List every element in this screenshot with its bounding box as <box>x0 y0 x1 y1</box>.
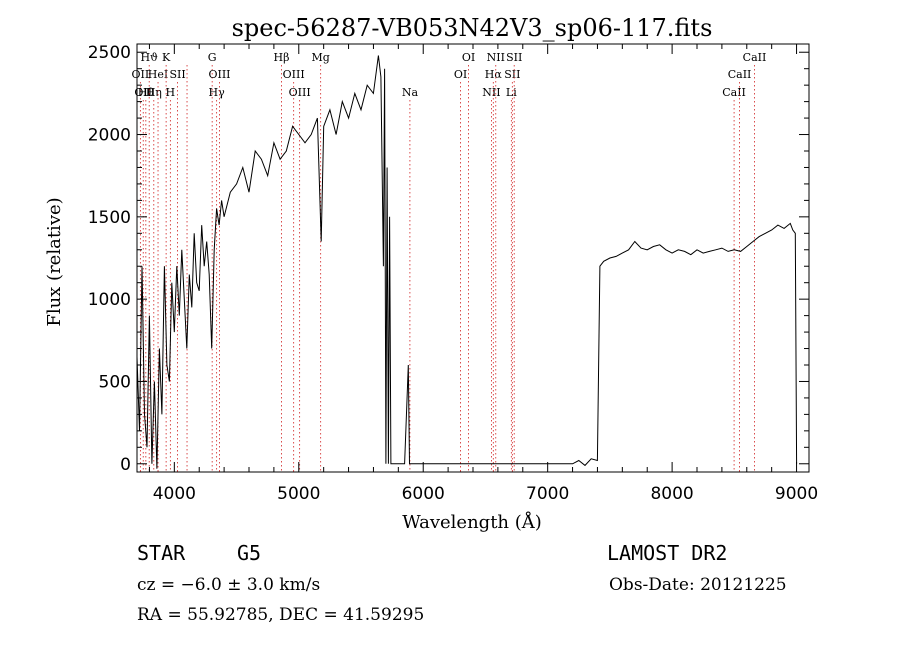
spectral-line-label: Hθ <box>138 86 155 99</box>
spectral-line-markers: OIIOIIHθHϑHηHeIKHSIIGHγOIIIHβOIIIOIIIMgN… <box>132 51 767 472</box>
x-tick-label: 7000 <box>526 484 569 504</box>
spectral-line-label: OIII <box>283 68 305 81</box>
spectral-line-label: G <box>208 51 217 64</box>
spectral-line-label: Na <box>402 86 419 99</box>
spectral-line-label: CaII <box>728 68 752 81</box>
spectral-line-label: SII <box>506 51 522 64</box>
y-tick-label: 2000 <box>88 126 131 146</box>
spectral-line-label: CaII <box>743 51 767 64</box>
observation-date: Obs-Date: 20121225 <box>609 575 787 595</box>
spectral-line-label: NII <box>487 51 505 64</box>
redshift-text: cz = −6.0 ± 3.0 km/s <box>137 575 320 595</box>
spectral-line-label: OII <box>132 68 150 81</box>
spectral-line-label: SII <box>504 68 520 81</box>
spectral-line-label: OIII <box>289 86 311 99</box>
x-axis-label: Wavelength (Å) <box>402 511 542 533</box>
spectral-line-label: Hα <box>485 68 503 81</box>
survey-name: LAMOST DR2 <box>607 541 727 565</box>
spectral-line-label: K <box>162 51 171 64</box>
spectral-line-label: OIII <box>208 68 230 81</box>
x-tick-label: 6000 <box>402 484 445 504</box>
spectral-line-label: Hβ <box>274 51 290 64</box>
y-axis: 0 500 1000 1500 2000 2500 <box>88 43 809 475</box>
coordinates-text: RA = 55.92785, DEC = 41.59295 <box>137 605 424 625</box>
spectral-line-label: Hϑ <box>140 51 158 64</box>
y-tick-label: 1000 <box>88 290 131 310</box>
spectral-line-label: HeI <box>148 68 168 81</box>
plot-frame <box>136 43 810 473</box>
spectral-line-label: OII <box>134 86 152 99</box>
spectral-line-label: Hη <box>146 86 162 99</box>
y-axis-label: Flux (relative) <box>44 197 65 326</box>
x-tick-label: 8000 <box>650 484 693 504</box>
x-axis: 4000 5000 6000 7000 8000 9000 <box>148 44 818 504</box>
spectral-line-label: SII <box>169 68 185 81</box>
y-tick-label: 2500 <box>88 43 131 63</box>
spectral-line-label: Mg <box>312 51 330 64</box>
y-tick-label: 500 <box>99 372 131 392</box>
spectral-line-label: OI <box>462 51 475 64</box>
spectral-line-label: Hγ <box>209 86 226 99</box>
spectrum-series-line <box>136 55 798 469</box>
y-tick-label: 0 <box>120 455 131 475</box>
x-tick-label: 5000 <box>277 484 320 504</box>
x-tick-label: 4000 <box>153 484 196 504</box>
spectral-line-label: NII <box>482 86 500 99</box>
x-tick-label: 9000 <box>775 484 818 504</box>
y-tick-label: 1500 <box>88 208 131 228</box>
spectral-line-label: H <box>166 86 176 99</box>
spectral-line-label: Li <box>506 86 517 99</box>
object-class: STAR <box>137 541 186 565</box>
spectral-line-label: OI <box>454 68 467 81</box>
object-subclass: G5 <box>237 541 261 565</box>
chart-title: spec-56287-VB053N42V3_sp06-117.fits <box>232 14 713 42</box>
spectral-line-label: CaII <box>722 86 746 99</box>
